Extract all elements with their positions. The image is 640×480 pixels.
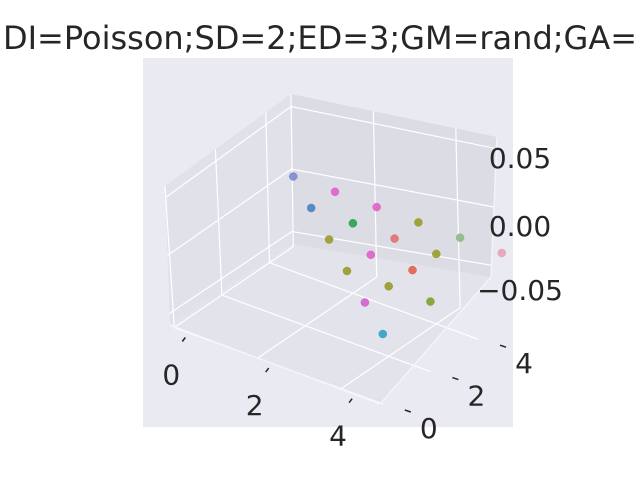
grid-line-wall-y (265, 112, 271, 263)
data-point (342, 266, 352, 276)
x-tick-label: 2 (246, 389, 264, 422)
data-point (390, 234, 399, 243)
grid-line-wall-x (372, 111, 378, 278)
data-point (408, 265, 417, 275)
data-point (348, 219, 358, 228)
y-tick-label: 2 (467, 380, 485, 413)
grid-line-z (167, 168, 495, 256)
data-point (384, 282, 393, 291)
data-point (432, 249, 441, 259)
data-point (366, 250, 376, 260)
data-point (497, 248, 507, 258)
y-tick-label: 4 (515, 347, 533, 380)
data-point (306, 203, 316, 213)
grid-line-wall-x (455, 128, 461, 308)
z-tick-label: 0.00 (489, 210, 551, 243)
x-tick-label: 0 (162, 359, 180, 392)
grid-line-wall-y (214, 149, 223, 296)
x-tick-label: 4 (329, 420, 347, 453)
data-point (289, 172, 298, 181)
grid-line-floor-y (221, 294, 431, 373)
x-tick-mark (181, 337, 186, 342)
grid-line-floor-y (269, 262, 479, 340)
data-point (426, 297, 435, 306)
back-left-pane (165, 94, 292, 325)
grid-line-floor-x (340, 307, 461, 390)
grid-line-wall-y (164, 185, 175, 328)
grid-line-wall-x (290, 93, 294, 247)
axis-lines (169, 136, 498, 405)
x-axis-line (169, 324, 381, 405)
grid-line-z (169, 230, 492, 314)
data-point (360, 298, 370, 307)
grid-line-z (165, 105, 497, 199)
data-point (330, 187, 340, 197)
back-right-pane (291, 94, 497, 277)
grid-line-floor-x (173, 246, 294, 328)
data-point (378, 329, 388, 339)
y-tick-mark (452, 376, 459, 381)
z-tick-label: 0.05 (489, 142, 551, 175)
y-axis-line (379, 276, 492, 405)
z-tick-label: −0.05 (477, 274, 563, 307)
grid-lines (164, 93, 497, 405)
data-point (414, 218, 423, 227)
z-axis-line (490, 136, 498, 278)
y-tick-label: 0 (420, 412, 438, 445)
data-point (372, 202, 381, 212)
x-tick-mark (348, 398, 353, 404)
y-tick-mark (499, 344, 507, 348)
chart-title: DI=Poisson;SD=2;ED=3;GM=rand;GA= (3, 19, 637, 57)
x-tick-mark (265, 367, 270, 373)
data-point (324, 235, 334, 244)
data-points (289, 172, 507, 339)
grid-line-floor-x (257, 276, 378, 359)
y-tick-mark (404, 409, 412, 413)
data-point (455, 233, 465, 242)
